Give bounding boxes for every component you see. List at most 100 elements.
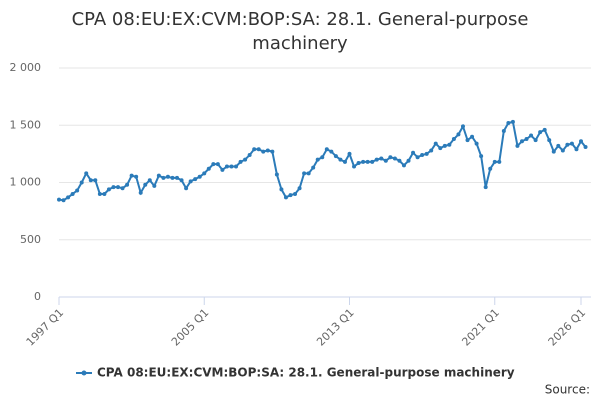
x-tick-label: 1997 Q1 <box>24 306 67 349</box>
point <box>270 149 275 154</box>
point <box>297 186 302 191</box>
point <box>519 139 524 144</box>
point <box>143 182 148 187</box>
point <box>102 191 107 196</box>
point <box>501 128 506 133</box>
point <box>229 164 234 169</box>
point <box>411 150 416 155</box>
point <box>474 141 479 146</box>
point <box>583 145 588 150</box>
point <box>524 136 529 141</box>
point <box>429 148 434 153</box>
point <box>193 177 198 182</box>
legend-marker <box>81 370 87 376</box>
x-tick-label: 2021 Q1 <box>459 306 502 349</box>
line <box>58 120 587 202</box>
point <box>438 146 443 151</box>
point <box>442 143 447 148</box>
point <box>211 162 216 167</box>
point <box>70 191 75 196</box>
point <box>75 188 80 193</box>
y-tick-label: 1 500 <box>10 118 42 131</box>
point <box>111 185 116 190</box>
point <box>533 138 538 143</box>
point <box>152 183 157 188</box>
point <box>420 153 425 158</box>
point <box>342 159 347 164</box>
point <box>460 124 465 129</box>
point <box>515 143 520 148</box>
point <box>579 139 583 144</box>
point <box>311 165 316 170</box>
source: Source: <box>545 383 590 397</box>
point <box>388 155 393 160</box>
point <box>243 157 248 162</box>
point <box>479 154 484 159</box>
point <box>470 134 475 139</box>
point <box>88 178 93 183</box>
point <box>220 167 225 172</box>
point <box>510 119 515 124</box>
point <box>447 142 452 147</box>
point <box>374 157 379 162</box>
point <box>547 138 552 143</box>
point <box>116 185 121 190</box>
point <box>288 193 293 198</box>
point <box>329 149 334 154</box>
point <box>161 175 166 180</box>
point <box>79 180 84 185</box>
point <box>352 164 357 169</box>
x-tick-label: 2026 Q1 <box>546 306 589 349</box>
point <box>302 171 307 176</box>
point <box>488 166 493 171</box>
point <box>542 127 547 132</box>
point <box>66 195 71 200</box>
point <box>392 156 397 161</box>
point <box>356 161 361 166</box>
point <box>206 166 211 171</box>
point <box>365 159 370 164</box>
point <box>179 178 184 183</box>
point <box>61 198 66 203</box>
point <box>497 159 502 164</box>
point <box>283 195 288 200</box>
point <box>538 130 543 135</box>
point <box>320 155 325 160</box>
x-tick-label: 2013 Q1 <box>314 306 357 349</box>
point <box>84 171 89 176</box>
point <box>261 149 266 154</box>
point <box>247 153 252 158</box>
y-tick-label: 1 000 <box>10 176 42 189</box>
point <box>215 162 220 167</box>
point <box>383 158 388 163</box>
y-tick-label: 0 <box>34 290 41 303</box>
point <box>238 159 243 164</box>
point <box>560 148 565 153</box>
point <box>175 175 180 180</box>
y-tick-label: 500 <box>20 233 41 246</box>
point <box>529 133 534 138</box>
point <box>165 174 170 179</box>
point <box>397 158 402 163</box>
point <box>406 158 411 163</box>
point <box>433 141 438 146</box>
point <box>156 173 161 178</box>
point <box>138 190 143 195</box>
point <box>265 148 270 153</box>
point <box>252 147 257 152</box>
y-tick-label: 2 000 <box>10 61 42 74</box>
point <box>465 138 470 143</box>
point <box>333 154 338 159</box>
point <box>134 174 139 179</box>
point <box>415 155 420 160</box>
x-tick-label: 2005 Q1 <box>169 306 212 349</box>
point <box>324 147 329 152</box>
point <box>483 185 488 190</box>
point <box>93 178 98 183</box>
point <box>106 187 111 192</box>
point <box>279 187 284 192</box>
point <box>184 186 189 191</box>
point <box>401 163 406 168</box>
point <box>147 178 152 183</box>
